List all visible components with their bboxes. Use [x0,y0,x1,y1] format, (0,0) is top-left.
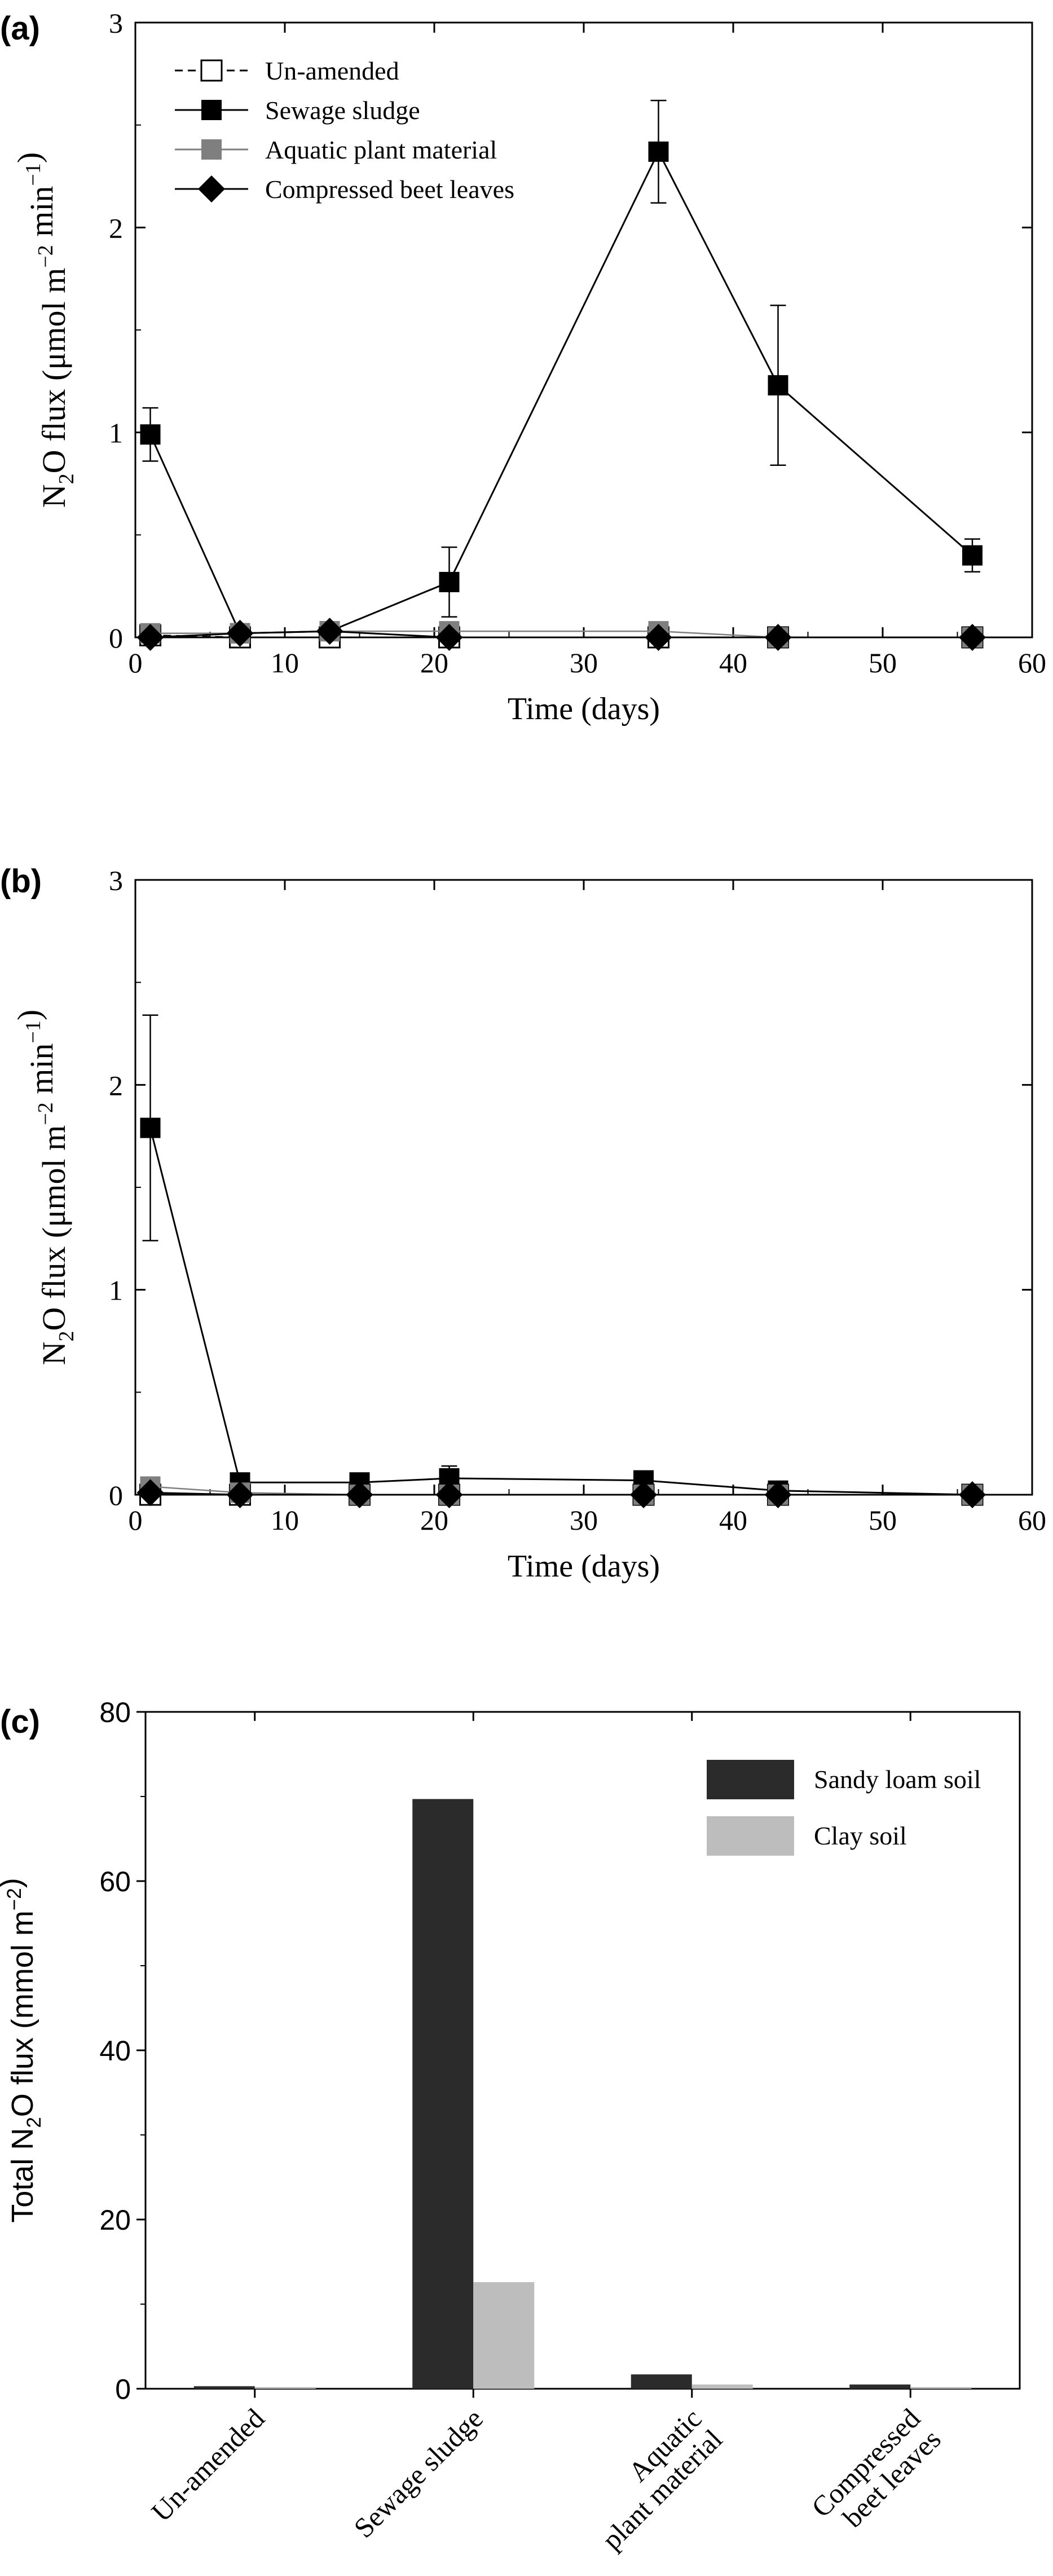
data-point [648,141,669,162]
legend-swatch [707,1816,794,1856]
y-tick-label: 0 [109,1479,123,1511]
x-tick-label: 20 [420,647,448,679]
data-point [136,1479,164,1507]
y-tick-label: 1 [109,417,123,449]
x-tick-label: 10 [271,1504,299,1536]
data-point [439,571,460,592]
legend-label: Compressed beet leaves [265,175,514,204]
bar-sandy-loam-soil [849,2384,911,2389]
data-point [435,624,463,651]
data-point [764,1481,792,1508]
panel-label: (a) [0,10,40,47]
y-tick-label: 0 [115,2374,131,2405]
bar-clay-soil [910,2387,972,2389]
legend-label: Clay soil [814,1821,907,1850]
y-tick-label: 60 [99,1866,131,1897]
data-point [346,1481,373,1508]
y-tick-label: 0 [109,622,123,654]
x-tick-label: 0 [129,1504,143,1536]
x-tick-label: 30 [570,1504,598,1536]
x-tick-label: 50 [869,647,897,679]
x-axis-label: Time (days) [508,1549,660,1584]
panel-label: (b) [0,863,42,900]
data-point [630,1481,657,1508]
bar-clay-soil [254,2387,316,2389]
bar-sandy-loam-soil [631,2374,692,2389]
x-axis-label: Time (days) [508,692,660,726]
data-point [140,424,161,445]
legend-swatch [707,1760,794,1799]
y-axis-label: Total N2O flux (mmol m−2) [0,1878,45,2222]
y-tick-label: 2 [109,212,123,244]
y-tick-label: 2 [109,1069,123,1101]
y-axis-label: N2O flux (μmol m−2 min−1) [11,152,78,508]
data-point [140,1117,161,1138]
data-point [764,624,792,651]
data-point [959,1481,986,1508]
data-point [316,618,343,645]
y-tick-label: 80 [99,1697,131,1728]
bar-sandy-loam-soil [412,1799,474,2389]
legend-marker [198,175,225,202]
y-tick-label: 1 [109,1275,123,1306]
bar-sandy-loam-soil [193,2386,255,2389]
data-point [136,624,164,651]
legend-marker [201,100,222,120]
x-tick-label: 50 [869,1504,897,1536]
panel-b-line-chart: (b) 0 10 20 30 40 50 60 0 1 2 3 Time (days) N2O flux … [0,863,1046,1584]
y-tick-label: 20 [99,2204,131,2236]
y-tick-label: 3 [109,865,123,896]
y-axis-label: N2O flux (μmol m−2 min−1) [11,1010,78,1365]
data-point [768,375,788,396]
x-tick-label: 40 [719,647,747,679]
legend-label: Un-amended [265,56,399,85]
x-tick-label: 40 [719,1504,747,1536]
data-point [226,619,254,647]
x-tick-label: 60 [1018,1504,1046,1536]
x-tick-label: 20 [420,1504,448,1536]
x-tick-label: 60 [1018,647,1046,679]
data-point [962,545,982,566]
legend: Sandy loam soil Clay soil [707,1760,981,1856]
legend-marker [201,139,222,160]
series-compressed-beet-leaves [136,1479,986,1508]
x-tick-label: 30 [570,647,598,679]
bar-clay-soil [691,2384,753,2389]
data-point [435,1481,463,1508]
y-tick-label: 3 [109,7,123,39]
x-tick-label: 0 [129,647,143,679]
data-point [226,1481,254,1508]
panel-a-line-chart: (a) 0 10 20 30 40 50 60 0 1 2 3 Time (days) N2O flux … [0,7,1046,726]
data-point [645,624,672,651]
x-tick-label: 10 [271,647,299,679]
legend: Un-amended Sewage sludge Aquatic plant mat… [175,56,514,204]
legend-label: Sewage sludge [265,96,420,125]
y-tick-label: 40 [99,2035,131,2067]
legend-marker [200,59,223,82]
legend-label: Aquatic plant material [265,135,497,164]
series-compressed-beet-leaves [136,618,986,651]
legend-label: Sandy loam soil [814,1765,981,1794]
bar-clay-soil [473,2282,535,2389]
data-point [959,624,986,651]
panel-label: (c) [0,1703,40,1740]
